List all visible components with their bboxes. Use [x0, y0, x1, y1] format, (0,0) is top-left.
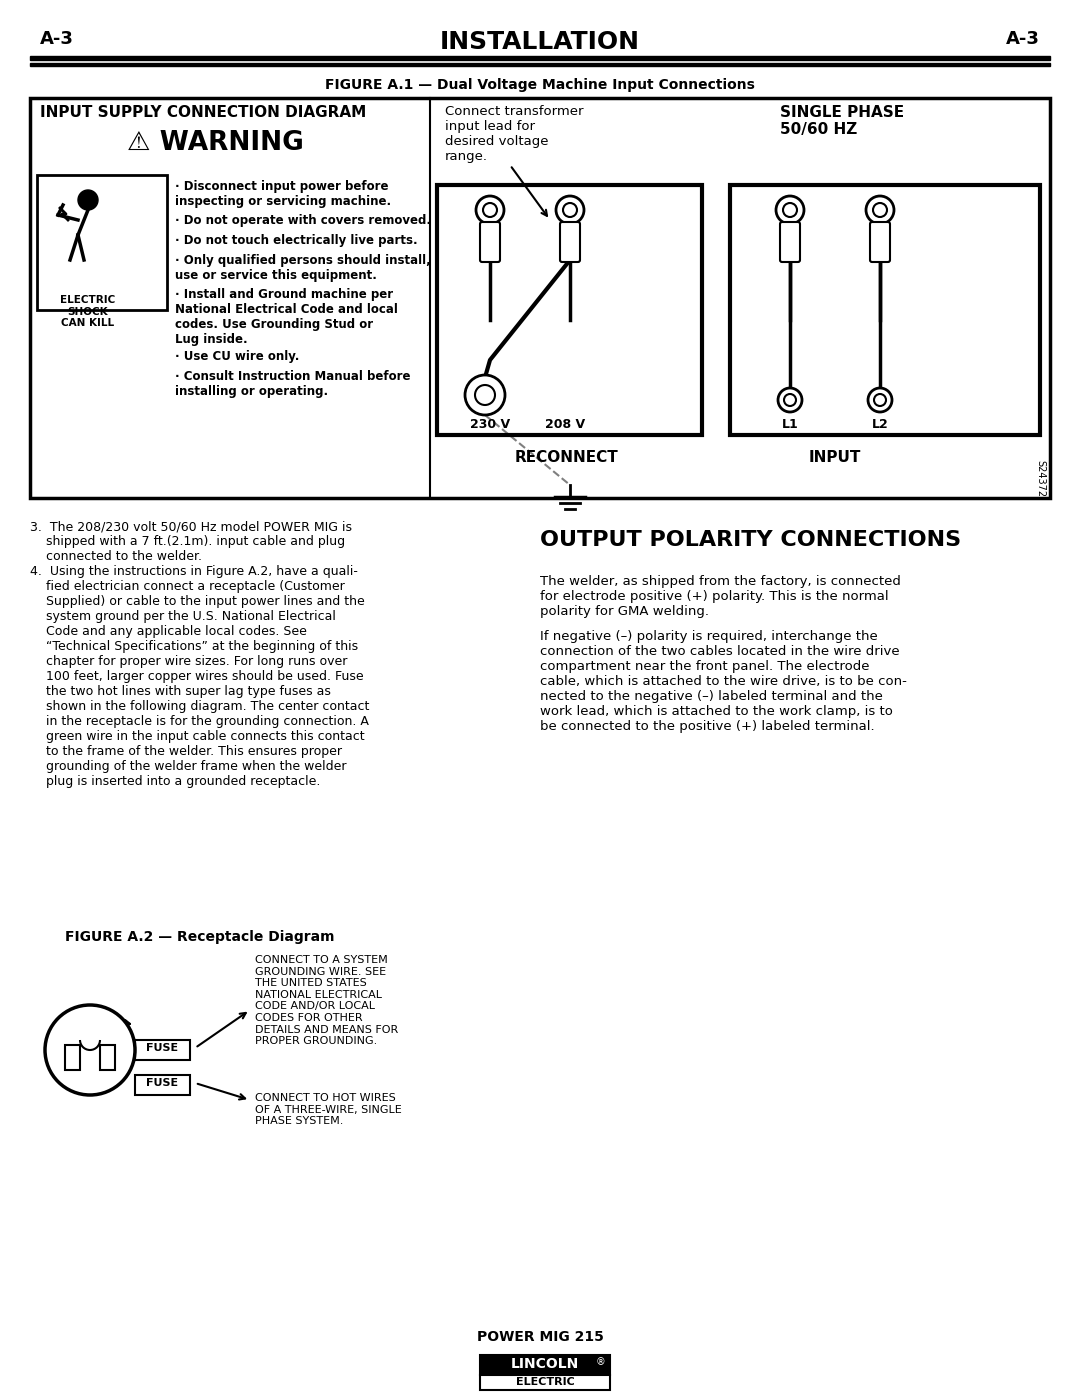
Circle shape	[465, 374, 505, 415]
Text: INSTALLATION: INSTALLATION	[440, 29, 640, 54]
Text: ELECTRIC
SHOCK
CAN KILL: ELECTRIC SHOCK CAN KILL	[60, 295, 116, 328]
Text: FIGURE A.2 — Receptacle Diagram: FIGURE A.2 — Receptacle Diagram	[65, 930, 335, 944]
Text: · Consult Instruction Manual before
installing or operating.: · Consult Instruction Manual before inst…	[175, 370, 410, 398]
Circle shape	[563, 203, 577, 217]
Text: A-3: A-3	[40, 29, 73, 47]
Bar	[30, 63, 1050, 66]
Text: A-3: A-3	[1007, 29, 1040, 47]
Text: If negative (–) polarity is required, interchange the
connection of the two cabl: If negative (–) polarity is required, in…	[540, 630, 907, 733]
Text: RECONNECT: RECONNECT	[515, 450, 619, 465]
Circle shape	[483, 203, 497, 217]
Text: S24372: S24372	[1035, 460, 1045, 497]
Bar	[437, 184, 702, 434]
Text: SINGLE PHASE
50/60 HZ: SINGLE PHASE 50/60 HZ	[780, 105, 904, 137]
Text: The welder, as shipped from the factory, is connected
for electrode positive (+): The welder, as shipped from the factory,…	[540, 576, 901, 617]
FancyBboxPatch shape	[780, 222, 800, 263]
Text: 3.  The 208/230 volt 50/60 Hz model POWER MIG is
    shipped with a 7 ft.(2.1m).: 3. The 208/230 volt 50/60 Hz model POWER…	[30, 520, 352, 563]
Bar	[135, 1076, 190, 1095]
Circle shape	[866, 196, 894, 224]
FancyBboxPatch shape	[561, 222, 580, 263]
Text: ELECTRIC: ELECTRIC	[515, 1377, 575, 1387]
Bar	[480, 1355, 610, 1375]
Circle shape	[784, 394, 796, 407]
Text: Connect transformer
input lead for
desired voltage
range.: Connect transformer input lead for desir…	[445, 105, 583, 163]
Text: · Do not touch electrically live parts.: · Do not touch electrically live parts.	[175, 235, 418, 247]
Text: ⚠ WARNING: ⚠ WARNING	[126, 130, 303, 156]
Bar	[37, 175, 167, 310]
Circle shape	[556, 196, 584, 224]
Text: INPUT: INPUT	[809, 450, 861, 465]
Bar	[100, 1045, 114, 1070]
Text: 208 V: 208 V	[545, 418, 585, 432]
Circle shape	[777, 196, 804, 224]
Text: LINCOLN: LINCOLN	[511, 1356, 579, 1370]
FancyBboxPatch shape	[480, 222, 500, 263]
Text: FIGURE A.1 — Dual Voltage Machine Input Connections: FIGURE A.1 — Dual Voltage Machine Input …	[325, 78, 755, 92]
Text: · Use CU wire only.: · Use CU wire only.	[175, 351, 299, 363]
Bar	[65, 1045, 80, 1070]
Bar	[135, 1039, 190, 1060]
Text: ®: ®	[595, 1356, 605, 1368]
Text: FUSE: FUSE	[146, 1044, 178, 1053]
Text: 230 V: 230 V	[470, 418, 510, 432]
Circle shape	[868, 388, 892, 412]
Text: · Do not operate with covers removed.: · Do not operate with covers removed.	[175, 214, 431, 226]
Text: · Only qualified persons should install,
use or service this equipment.: · Only qualified persons should install,…	[175, 254, 431, 282]
Text: · Install and Ground machine per
National Electrical Code and local
codes. Use G: · Install and Ground machine per Nationa…	[175, 288, 397, 346]
Text: INPUT SUPPLY CONNECTION DIAGRAM: INPUT SUPPLY CONNECTION DIAGRAM	[40, 105, 366, 120]
Bar	[480, 1375, 610, 1390]
Circle shape	[873, 203, 887, 217]
Circle shape	[78, 190, 98, 210]
Circle shape	[778, 388, 802, 412]
Text: L1: L1	[782, 418, 798, 432]
Text: OUTPUT POLARITY CONNECTIONS: OUTPUT POLARITY CONNECTIONS	[540, 529, 961, 550]
Circle shape	[874, 394, 886, 407]
Circle shape	[783, 203, 797, 217]
Text: FUSE: FUSE	[146, 1078, 178, 1088]
Text: CONNECT TO HOT WIRES
OF A THREE-WIRE, SINGLE
PHASE SYSTEM.: CONNECT TO HOT WIRES OF A THREE-WIRE, SI…	[255, 1092, 402, 1126]
Circle shape	[475, 386, 495, 405]
Circle shape	[45, 1004, 135, 1095]
Bar	[30, 98, 1050, 497]
Text: GREEN
WIRE: GREEN WIRE	[66, 1016, 105, 1037]
Bar	[30, 56, 1050, 60]
Bar	[730, 184, 1040, 434]
Text: CONNECT TO A SYSTEM
GROUNDING WIRE. SEE
THE UNITED STATES
NATIONAL ELECTRICAL
CO: CONNECT TO A SYSTEM GROUNDING WIRE. SEE …	[255, 956, 399, 1046]
Circle shape	[476, 196, 504, 224]
FancyBboxPatch shape	[870, 222, 890, 263]
Text: · Disconnect input power before
inspecting or servicing machine.: · Disconnect input power before inspecti…	[175, 180, 391, 208]
Text: L2: L2	[872, 418, 889, 432]
Text: 4.  Using the instructions in Figure A.2, have a quali-
    fied electrician con: 4. Using the instructions in Figure A.2,…	[30, 564, 369, 788]
Text: POWER MIG 215: POWER MIG 215	[476, 1330, 604, 1344]
